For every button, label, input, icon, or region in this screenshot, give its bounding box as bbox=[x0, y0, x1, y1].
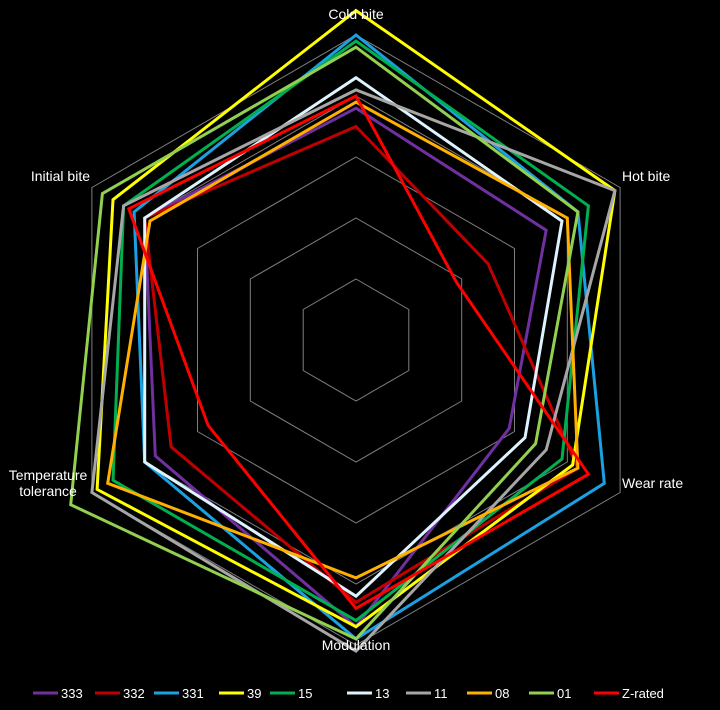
legend-label: Z-rated bbox=[622, 686, 664, 701]
legend-label: 13 bbox=[375, 686, 389, 701]
grid-ring bbox=[197, 156, 515, 524]
legend-label: 332 bbox=[123, 686, 145, 701]
chart-legend: 333 332 331 39 15 13 11 08 01 Z-rated bbox=[33, 686, 664, 701]
axis-label: Modulation bbox=[322, 637, 391, 653]
grid-ring bbox=[302, 278, 410, 402]
series-line-333 bbox=[143, 106, 548, 629]
legend-label: 01 bbox=[557, 686, 571, 701]
axis-label: Temperature tolerance bbox=[9, 467, 88, 499]
legend-label: 15 bbox=[298, 686, 312, 701]
legend-label: 11 bbox=[434, 686, 448, 701]
legend-label: 333 bbox=[61, 686, 83, 701]
grid-ring bbox=[249, 217, 463, 463]
legend-label: 39 bbox=[247, 686, 261, 701]
series-line-11 bbox=[90, 88, 617, 654]
series-line-01 bbox=[69, 45, 580, 641]
series-line-331 bbox=[132, 33, 606, 641]
series-line-13 bbox=[143, 75, 564, 599]
axis-labels: Cold bite Hot bite Wear rate Modulation Temp… bbox=[9, 6, 684, 653]
axis-label: Hot bite bbox=[622, 168, 670, 184]
axis-label: Wear rate bbox=[622, 475, 683, 491]
grid-ring bbox=[91, 34, 621, 646]
radar-series-group bbox=[69, 8, 617, 654]
legend-label: 331 bbox=[182, 686, 204, 701]
series-line-Z-rated bbox=[126, 94, 591, 611]
series-line-08 bbox=[106, 100, 580, 580]
axis-label: Cold bite bbox=[328, 6, 383, 22]
legend-label: 08 bbox=[495, 686, 509, 701]
axis-label: Initial bite bbox=[31, 168, 90, 184]
